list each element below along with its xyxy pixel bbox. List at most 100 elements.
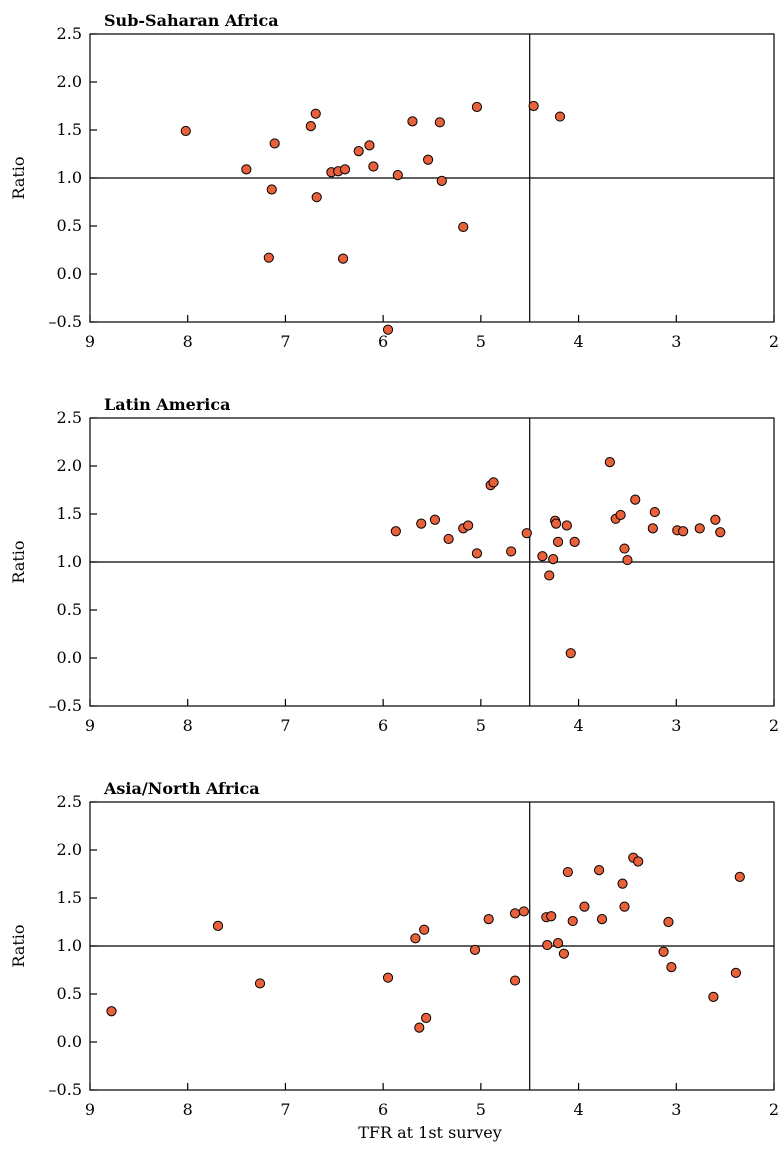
data-point — [263, 252, 274, 263]
y-tick-label: 1.0 — [57, 936, 82, 955]
x-tick-label: 3 — [671, 332, 681, 351]
y-tick-label: 0.0 — [57, 264, 82, 283]
data-point — [382, 324, 394, 335]
x-tick-label: 7 — [280, 332, 290, 351]
data-point — [422, 154, 434, 165]
data-point — [254, 978, 266, 989]
data-point — [558, 948, 570, 959]
x-tick-label: 6 — [378, 716, 388, 735]
data-point — [562, 866, 573, 878]
data-point — [647, 523, 658, 534]
data-point — [310, 108, 321, 119]
data-point — [429, 514, 441, 525]
x-tick-label: 4 — [573, 1100, 583, 1119]
data-point — [694, 523, 705, 534]
x-tick-label: 6 — [378, 332, 388, 351]
x-tick-label: 7 — [280, 1100, 290, 1119]
y-tick-label: 2.5 — [57, 408, 82, 427]
y-tick-label: 2.5 — [57, 792, 82, 811]
y-tick-label: 2.5 — [57, 24, 82, 43]
data-point — [542, 939, 553, 951]
panel-title: Asia/North Africa — [103, 779, 260, 798]
y-axis-title: Ratio — [9, 156, 28, 199]
x-tick-label: 4 — [573, 332, 583, 351]
y-tick-label: 1.0 — [57, 168, 82, 187]
y-tick-label: –0.5 — [49, 696, 82, 715]
y-axis-title: Ratio — [9, 924, 28, 967]
data-point — [554, 111, 566, 122]
y-tick-label: 1.5 — [57, 888, 82, 907]
x-tick-label: 2 — [769, 332, 779, 351]
data-point — [337, 253, 349, 264]
data-point — [368, 161, 379, 172]
data-point — [311, 192, 322, 203]
data-point — [483, 914, 494, 925]
data-point — [546, 911, 557, 922]
chart-panel-2: Latin America 2.5 2.0 1.5 1.0 0.5 0.0 –0.59 8 7 6 5… — [9, 395, 779, 735]
data-point — [414, 1022, 425, 1033]
data-point — [518, 906, 529, 917]
data-point — [715, 527, 726, 538]
data-point — [593, 865, 605, 876]
data-point — [604, 457, 615, 468]
x-tick-label: 3 — [671, 1100, 681, 1119]
data-point — [266, 184, 277, 195]
data-point — [269, 138, 280, 149]
data-point — [443, 533, 454, 545]
data-point — [552, 938, 564, 949]
x-tick-label: 2 — [769, 1100, 779, 1119]
chart-panel-1: Sub-Saharan Africa 2.5 2.0 1.5 1.0 0.5 0.0 –0.5… — [9, 11, 779, 351]
data-point — [305, 121, 316, 132]
data-point — [619, 901, 630, 912]
data-point — [436, 175, 447, 186]
data-point — [509, 975, 521, 986]
data-point — [579, 901, 590, 912]
data-point — [488, 477, 499, 488]
data-point — [382, 972, 394, 983]
data-point — [506, 546, 517, 557]
y-tick-label: –0.5 — [49, 1080, 82, 1099]
x-tick-label: 3 — [671, 716, 681, 735]
data-point — [708, 991, 719, 1002]
data-point — [548, 554, 559, 565]
data-point — [565, 648, 576, 659]
data-point — [569, 536, 580, 547]
y-tick-label: 2.0 — [57, 72, 82, 91]
data-point — [734, 871, 745, 882]
data-point — [469, 944, 481, 955]
y-tick-label: 2.0 — [57, 840, 82, 859]
data-point — [471, 101, 483, 113]
x-tick-label: 9 — [85, 1100, 95, 1119]
y-tick-label: 1.0 — [57, 552, 82, 571]
x-tick-label: 5 — [476, 716, 486, 735]
data-point — [364, 140, 375, 151]
data-point — [212, 920, 224, 931]
x-tick-label: 5 — [476, 1100, 486, 1119]
y-tick-label: –0.5 — [49, 312, 82, 331]
y-tick-label: 0.5 — [57, 600, 82, 619]
chart-panel-3: Asia/North Africa 2.5 2.0 1.5 1.0 0.5 0.0 –0.59… — [9, 779, 779, 1142]
y-tick-label: 2.0 — [57, 456, 82, 475]
data-point — [353, 146, 364, 157]
data-point — [567, 915, 578, 927]
data-point — [596, 914, 608, 925]
data-point — [678, 526, 689, 537]
x-tick-label: 9 — [85, 716, 95, 735]
data-point — [633, 856, 644, 867]
data-point — [339, 164, 351, 175]
panel-title: Sub-Saharan Africa — [104, 11, 279, 30]
x-tick-label: 6 — [378, 1100, 388, 1119]
data-point — [463, 520, 474, 531]
data-point — [434, 117, 445, 128]
y-tick-label: 0.5 — [57, 216, 82, 235]
x-tick-label: 7 — [280, 716, 290, 735]
data-point — [471, 548, 483, 559]
data-point — [416, 518, 427, 529]
data-point — [106, 1006, 117, 1017]
x-tick-label: 8 — [183, 1100, 193, 1119]
y-tick-label: 0.0 — [57, 1032, 82, 1051]
data-point — [521, 528, 532, 539]
data-point — [509, 908, 521, 919]
data-point — [663, 916, 674, 928]
